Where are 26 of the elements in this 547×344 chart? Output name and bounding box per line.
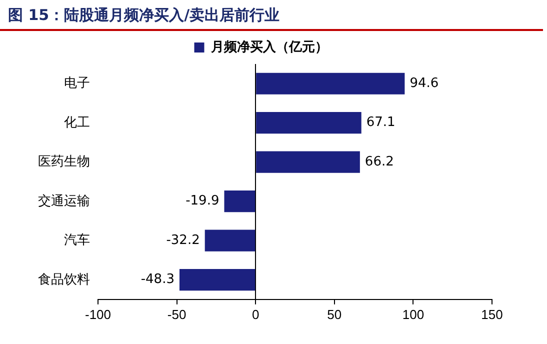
x-tick-label: -100 [84,306,112,322]
y-tick-label: 汽车 [64,232,90,248]
x-tick-label: 150 [481,306,503,322]
y-tick-label: 化工 [64,114,90,130]
x-tick-label: 100 [402,306,424,322]
bar [256,72,405,94]
legend-label: 月频净买入（亿元） [210,38,328,55]
y-tick-label: 医药生物 [38,154,90,169]
bar [256,112,362,134]
data-label: 66.2 [364,154,394,170]
bar [224,190,256,212]
data-label: -48.3 [140,272,174,288]
y-tick-label: 食品饮料 [38,271,90,286]
x-tick-label: -50 [167,306,186,322]
bar [256,151,360,173]
x-tick-label: 0 [252,306,260,322]
data-label: 94.6 [410,76,439,91]
data-label: -32.2 [166,232,200,248]
chart-title: 图 15：陆股通月频净买入/卖出居前行业 [0,0,543,31]
bar [204,230,256,252]
y-tick-label: 电子 [64,75,90,90]
bar [179,268,256,291]
data-label: 67.1 [366,115,396,130]
data-label: -19.9 [186,194,220,209]
x-tick-label: 50 [327,306,342,322]
y-tick-label: 交通运输 [38,192,90,208]
